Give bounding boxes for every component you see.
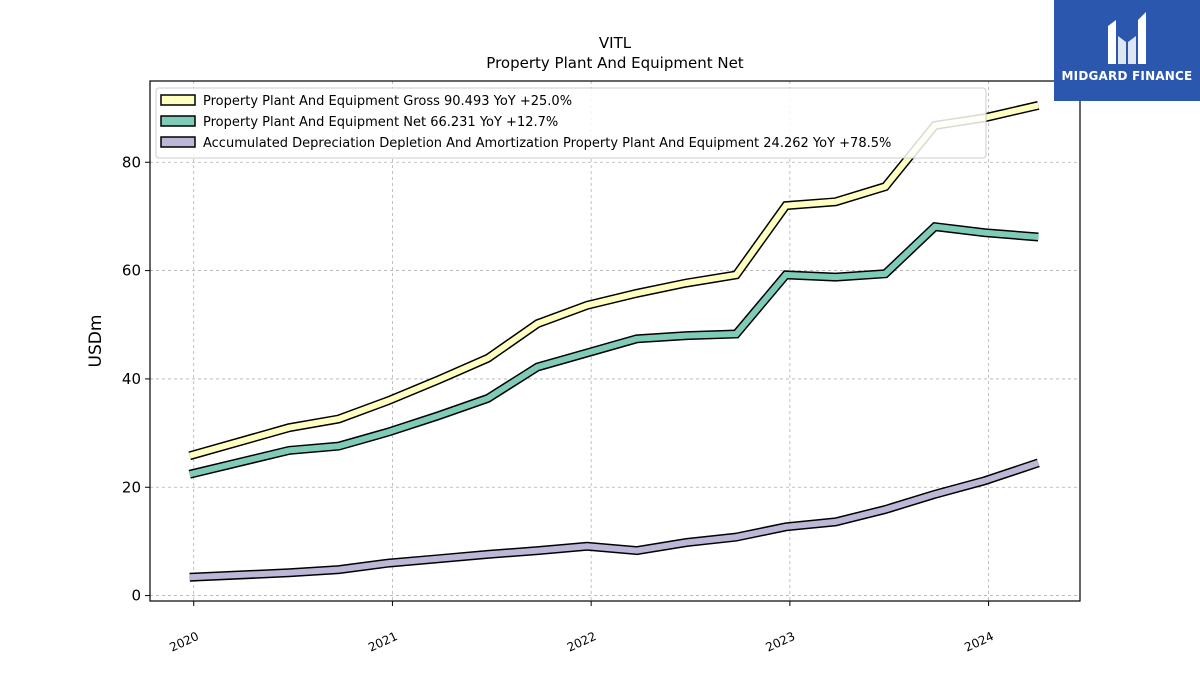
x-tick-label: 2021 [366,629,400,655]
series-1 [188,101,1040,461]
legend-box [155,87,987,159]
x-tick-label: 2022 [565,629,599,655]
y-tick-label: 60 [122,262,141,280]
legend-swatch [160,94,196,106]
series-line [189,460,1040,581]
series-line-outline [189,458,1040,582]
chart-subtitle: Property Plant And Equipment Net [486,54,743,72]
series-2 [188,221,1039,479]
x-tick-label: 2024 [962,629,996,655]
y-tick-label: 40 [122,370,141,388]
series-lines [188,101,1040,582]
x-tick-label: 2023 [764,629,798,655]
series-line [188,102,1039,459]
midgard-finance-logo: MIDGARD FINANCE [1054,0,1200,101]
logo-mark-icon [1108,12,1146,64]
legend-entry: Property Plant And Equipment Gross 90.49… [203,94,572,109]
y-tick-label: 80 [122,153,141,171]
x-axis: 2020 2021 2022 2023 2024 [167,601,996,655]
y-axis-label: USDm [86,315,106,368]
legend-entry: Property Plant And Equipment Net 66.231 … [203,115,558,130]
x-tick-label: 2020 [167,629,201,655]
legend-entry: Accumulated Depreciation Depletion And A… [203,136,891,151]
y-tick-label: 0 [131,587,141,605]
y-tick-label: 20 [122,478,141,496]
logo-text: MIDGARD FINANCE [1061,69,1193,83]
series-line [188,223,1039,478]
plot-frame [149,80,1081,602]
series-line-outline [188,221,1039,479]
y-axis: 0 20 40 60 80 [122,153,150,605]
grid [150,81,1080,601]
legend-swatch [160,136,196,148]
series-3 [189,458,1040,582]
chart-title: VITL [599,34,632,52]
legend: Property Plant And Equipment Gross 90.49… [155,87,987,159]
legend-swatch [160,115,196,127]
